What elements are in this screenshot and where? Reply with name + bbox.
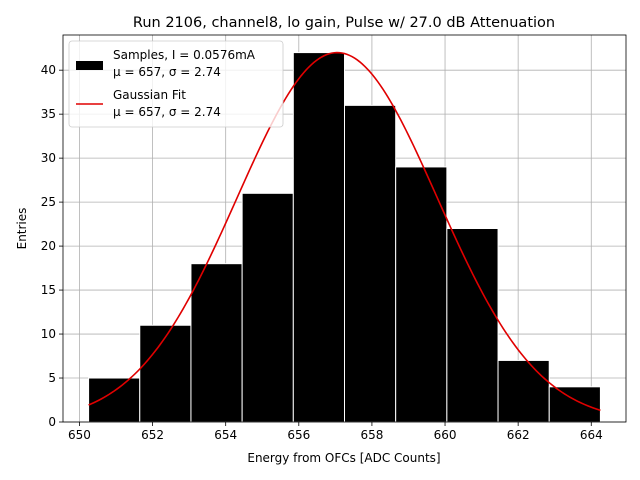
y-tick-label: 10: [41, 327, 56, 341]
legend-samples-stats: μ = 657, σ = 2.74: [113, 65, 221, 79]
histogram-bar: [344, 104, 397, 423]
y-tick-label: 0: [48, 415, 56, 429]
histogram-bar: [497, 359, 550, 423]
histogram-bar: [292, 52, 345, 423]
y-tick-label: 15: [41, 283, 56, 297]
y-tick-label: 5: [48, 371, 56, 385]
x-tick-label: 650: [68, 428, 91, 442]
y-axis-ticks: 0 5 10 15 20 25 30 35 40: [41, 63, 63, 429]
x-tick-label: 656: [287, 428, 310, 442]
y-tick-label: 30: [41, 151, 56, 165]
legend-samples-swatch: [76, 61, 103, 70]
x-tick-label: 664: [580, 428, 603, 442]
y-tick-label: 35: [41, 107, 56, 121]
histogram-bar: [241, 192, 294, 423]
legend-samples-label: Samples, I = 0.0576mA: [113, 48, 256, 62]
y-tick-label: 25: [41, 195, 56, 209]
x-axis-label: Energy from OFCs [ADC Counts]: [247, 451, 440, 465]
histogram-bar: [190, 263, 243, 423]
x-axis-ticks: 650 652 654 656 658 660 662 664: [68, 422, 603, 442]
legend-fit-stats: μ = 657, σ = 2.74: [113, 105, 221, 119]
chart-title: Run 2106, channel8, lo gain, Pulse w/ 27…: [133, 15, 555, 31]
histogram-bar: [395, 166, 448, 423]
gaussian-fit-curve: [88, 51, 601, 412]
x-tick-label: 660: [434, 428, 457, 442]
histogram-bar: [548, 386, 601, 423]
plot-frame: [62, 34, 627, 423]
histogram-bar: [139, 324, 192, 423]
histogram-bars: [88, 52, 601, 423]
y-tick-label: 40: [41, 63, 56, 77]
x-tick-label: 662: [507, 428, 530, 442]
histogram-bar: [88, 377, 141, 423]
y-tick-label: 20: [41, 239, 56, 253]
legend-box: [68, 40, 284, 128]
y-axis-label: Entries: [15, 208, 29, 250]
histogram-bar: [446, 228, 499, 423]
legend-fit-label: Gaussian Fit: [113, 88, 186, 102]
x-tick-label: 654: [214, 428, 237, 442]
legend: Samples, I = 0.0576mA μ = 657, σ = 2.74 …: [68, 40, 284, 128]
x-tick-label: 652: [141, 428, 164, 442]
x-tick-label: 658: [360, 428, 383, 442]
